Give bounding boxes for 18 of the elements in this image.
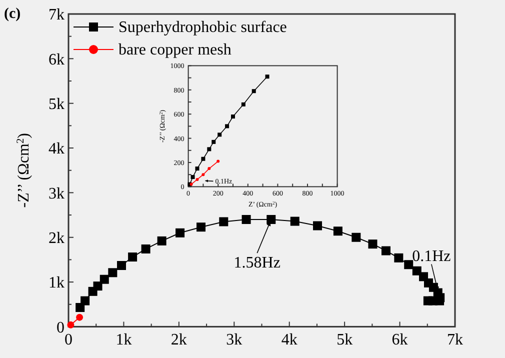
y-tick-label: 5k — [48, 96, 64, 113]
y-tick-label: 2k — [48, 230, 64, 247]
annotation: 1.58Hz — [234, 254, 280, 272]
legend-label: Superhydrophobic surface — [118, 19, 287, 36]
x-tick-label: 5k — [336, 332, 353, 349]
x-tick-label: 3k — [226, 332, 242, 349]
x-tick-label: 7k — [447, 332, 463, 349]
y-tick-label: 4k — [48, 140, 64, 158]
x-tick-label: 1k — [116, 332, 132, 349]
annotation: 0.1Hz — [412, 248, 451, 266]
y-tick-label: 0 — [56, 319, 64, 336]
x-tick-label: 4k — [281, 332, 298, 349]
legend-label: bare copper mesh — [118, 42, 232, 58]
y-tick-label: 6k — [48, 51, 64, 68]
x-tick-label: 6k — [392, 332, 408, 349]
chart-title: (c) — [4, 6, 21, 22]
y-tick-label: 1k — [48, 274, 64, 292]
y-tick-label: 7k — [48, 6, 64, 24]
